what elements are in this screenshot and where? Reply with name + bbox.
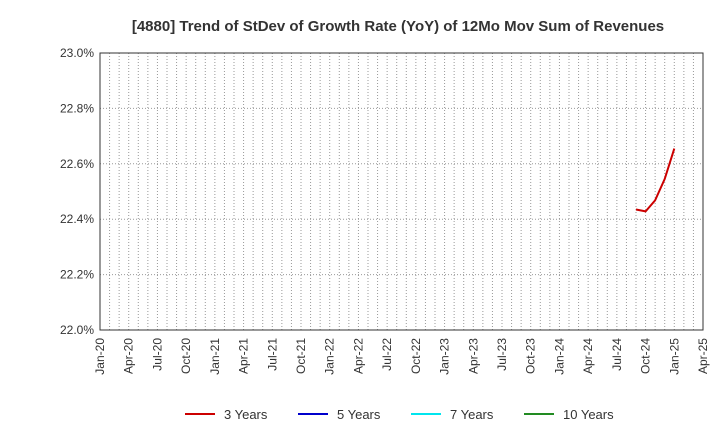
x-tick-label: Jan-25 xyxy=(667,338,681,375)
legend-label-10-years: 10 Years xyxy=(563,407,614,422)
legend-label-3-years: 3 Years xyxy=(224,407,268,422)
x-tick-label: Apr-23 xyxy=(466,338,480,374)
legend-label-5-years: 5 Years xyxy=(337,407,381,422)
x-tick-label: Jul-22 xyxy=(380,338,394,371)
x-tick-label: Jul-24 xyxy=(610,338,624,371)
x-tick-label: Oct-24 xyxy=(639,338,653,374)
y-tick-label: 22.6% xyxy=(60,157,94,171)
x-tick-label: Apr-24 xyxy=(581,338,595,374)
x-tick-label: Oct-23 xyxy=(524,338,538,374)
y-tick-label: 23.0% xyxy=(60,46,94,60)
x-tick-label: Jul-21 xyxy=(265,338,279,371)
plot-area xyxy=(99,52,704,331)
x-tick-label: Jan-24 xyxy=(552,338,566,375)
chart-title: [4880] Trend of StDev of Growth Rate (Yo… xyxy=(132,18,664,35)
y-axis: 22.0% 22.2% 22.4% 22.6% 22.8% 23.0% xyxy=(60,46,94,337)
x-tick-label: Jan-22 xyxy=(323,338,337,375)
x-tick-label: Jan-21 xyxy=(208,338,222,375)
x-tick-label: Apr-21 xyxy=(237,338,251,374)
series-line-3-years xyxy=(635,148,676,213)
x-axis: Jan-20 Apr-20 Jul-20 Oct-20 Jan-21 Apr-21 Jul-… xyxy=(93,338,710,375)
y-tick-label: 22.0% xyxy=(60,323,94,337)
y-tick-label: 22.2% xyxy=(60,268,94,282)
y-tick-label: 22.4% xyxy=(60,212,94,226)
x-tick-label: Oct-21 xyxy=(294,338,308,374)
legend: 3 Years 5 Years 7 Years 10 Years xyxy=(185,407,614,422)
x-tick-label: Oct-20 xyxy=(179,338,193,374)
x-tick-label: Jan-20 xyxy=(93,338,107,375)
y-tick-label: 22.8% xyxy=(60,101,94,115)
grid xyxy=(100,52,703,331)
x-tick-label: Jul-23 xyxy=(495,338,509,371)
x-tick-label: Jan-23 xyxy=(438,338,452,375)
legend-label-7-years: 7 Years xyxy=(450,407,494,422)
x-tick-label: Apr-22 xyxy=(351,338,365,374)
x-tick-label: Oct-22 xyxy=(409,338,423,374)
series-layer xyxy=(635,148,676,213)
x-tick-label: Jul-20 xyxy=(150,338,164,371)
x-tick-label: Apr-20 xyxy=(122,338,136,374)
x-tick-label: Apr-25 xyxy=(696,338,710,374)
